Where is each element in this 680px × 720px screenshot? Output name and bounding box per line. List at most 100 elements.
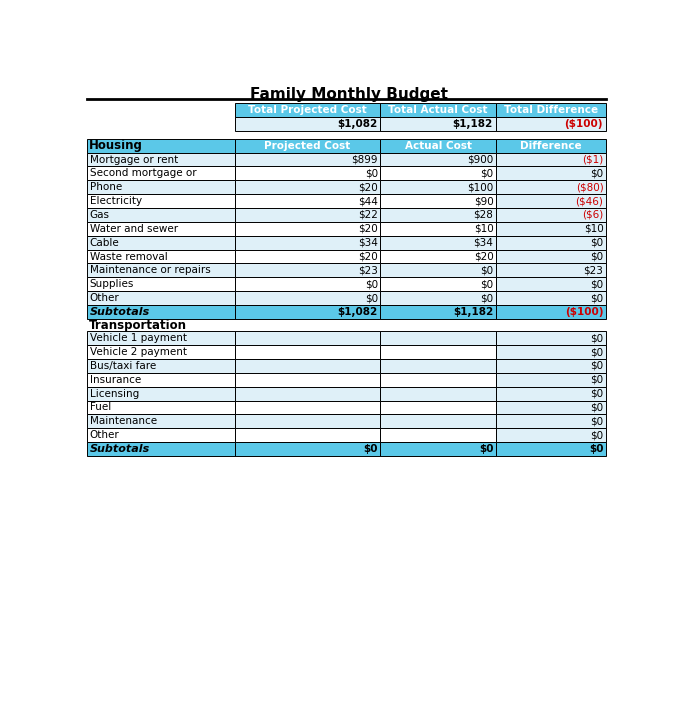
Text: Vehicle 1 payment: Vehicle 1 payment (90, 333, 186, 343)
Text: $1,182: $1,182 (452, 119, 492, 129)
Bar (87, 331, 235, 345)
Text: Total Actual Cost: Total Actual Cost (388, 105, 488, 115)
Text: Water and sewer: Water and sewer (90, 224, 177, 234)
Text: Family Monthly Budget: Family Monthly Budget (250, 87, 447, 102)
Text: $1,082: $1,082 (337, 119, 377, 129)
Bar (380, 428, 496, 442)
Bar (235, 139, 380, 153)
Text: ($100): ($100) (565, 307, 603, 317)
Text: $28: $28 (473, 210, 494, 220)
Text: ($80): ($80) (576, 182, 603, 192)
Bar (496, 117, 606, 131)
Text: Total Difference: Total Difference (504, 105, 598, 115)
Bar (235, 277, 380, 291)
Text: $0: $0 (480, 293, 494, 303)
Text: Projected Cost: Projected Cost (265, 140, 351, 150)
Text: Actual Cost: Actual Cost (405, 140, 471, 150)
Bar (380, 139, 496, 153)
Text: Vehicle 2 payment: Vehicle 2 payment (90, 347, 186, 357)
Text: $20: $20 (474, 251, 494, 261)
Text: Difference: Difference (520, 140, 581, 150)
Text: Transportation: Transportation (89, 318, 187, 332)
Bar (235, 222, 380, 235)
Bar (235, 305, 380, 319)
Bar (235, 415, 380, 428)
Bar (380, 359, 496, 373)
Bar (380, 208, 496, 222)
Text: $0: $0 (589, 444, 603, 454)
Bar (87, 208, 235, 222)
Text: $0: $0 (590, 347, 603, 357)
Bar (380, 387, 496, 400)
Bar (380, 194, 496, 208)
Bar (496, 373, 606, 387)
Bar (235, 235, 380, 250)
Text: Electricity: Electricity (90, 196, 141, 206)
Bar (496, 222, 606, 235)
Text: Housing: Housing (89, 139, 143, 152)
Bar (380, 331, 496, 345)
Text: Second mortgage or: Second mortgage or (90, 168, 197, 179)
Bar (87, 250, 235, 264)
Bar (380, 291, 496, 305)
Text: $20: $20 (358, 182, 378, 192)
Text: $0: $0 (479, 444, 494, 454)
Bar (380, 117, 496, 131)
Bar (87, 442, 235, 456)
Text: $0: $0 (590, 402, 603, 413)
Bar (380, 250, 496, 264)
Bar (235, 264, 380, 277)
Text: $0: $0 (365, 168, 378, 179)
Text: Other: Other (90, 293, 120, 303)
Bar (496, 345, 606, 359)
Bar (235, 400, 380, 415)
Text: $10: $10 (474, 224, 494, 234)
Bar (496, 277, 606, 291)
Bar (380, 415, 496, 428)
Bar (380, 153, 496, 166)
Bar (496, 194, 606, 208)
Bar (87, 415, 235, 428)
Bar (235, 180, 380, 194)
Bar (87, 194, 235, 208)
Text: Maintenance: Maintenance (90, 416, 157, 426)
Bar (496, 264, 606, 277)
Bar (87, 166, 235, 180)
Text: $0: $0 (590, 238, 603, 248)
Text: Gas: Gas (90, 210, 109, 220)
Bar (496, 250, 606, 264)
Text: $0: $0 (365, 293, 378, 303)
Bar (87, 373, 235, 387)
Bar (87, 222, 235, 235)
Text: $899: $899 (352, 155, 378, 165)
Text: Total Projected Cost: Total Projected Cost (248, 105, 367, 115)
Text: $0: $0 (363, 444, 378, 454)
Bar (496, 442, 606, 456)
Text: $22: $22 (358, 210, 378, 220)
Bar (87, 387, 235, 400)
Bar (87, 359, 235, 373)
Text: $0: $0 (590, 251, 603, 261)
Bar (496, 359, 606, 373)
Text: $0: $0 (365, 279, 378, 289)
Bar (496, 331, 606, 345)
Bar (496, 400, 606, 415)
Text: $1,182: $1,182 (453, 307, 494, 317)
Bar (496, 305, 606, 319)
Bar (235, 208, 380, 222)
Bar (496, 153, 606, 166)
Bar (380, 305, 496, 319)
Bar (380, 345, 496, 359)
Bar (496, 428, 606, 442)
Text: Bus/taxi fare: Bus/taxi fare (90, 361, 156, 371)
Text: Cable: Cable (90, 238, 120, 248)
Bar (380, 264, 496, 277)
Bar (380, 166, 496, 180)
Text: $0: $0 (590, 431, 603, 440)
Bar (87, 305, 235, 319)
Bar (496, 291, 606, 305)
Text: $0: $0 (590, 416, 603, 426)
Text: $20: $20 (358, 251, 378, 261)
Bar (380, 373, 496, 387)
Bar (87, 345, 235, 359)
